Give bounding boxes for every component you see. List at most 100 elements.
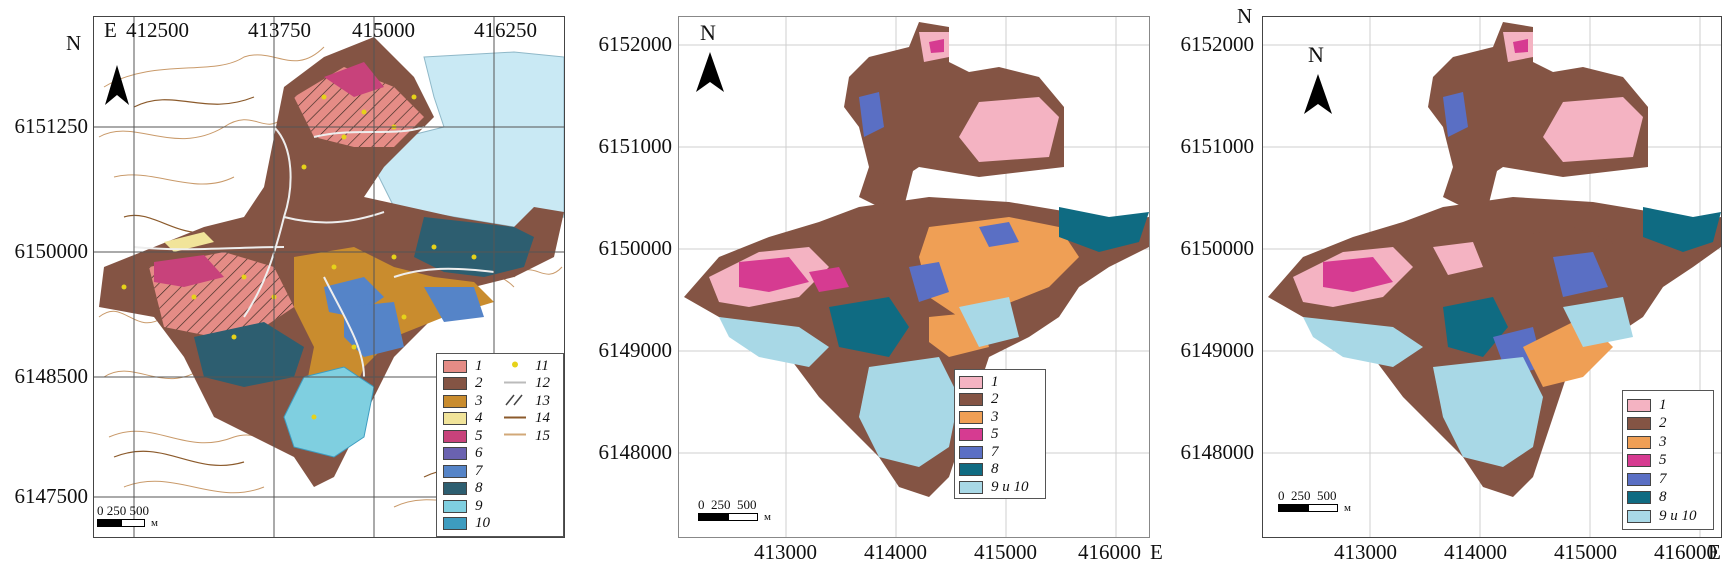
north-label: N — [1308, 42, 1324, 67]
north-arrow-icon: N — [1302, 42, 1334, 114]
legend-item: 10 — [443, 516, 490, 532]
x-tick-label: 416000 — [1078, 540, 1141, 564]
legend-label: 3 — [991, 408, 999, 425]
legend-label: 15 — [535, 427, 550, 444]
x-tick-label: 413750 — [248, 18, 311, 42]
region-9-10 — [719, 317, 829, 367]
y-tick-label: 6152000 — [1180, 32, 1255, 56]
legend-swatch — [959, 375, 983, 389]
legend-label: 2 — [1659, 415, 1667, 431]
legend-swatch — [959, 445, 983, 459]
y-tick-label: 6151000 — [1180, 134, 1255, 158]
legend-label: 1 — [991, 373, 999, 390]
scale-label: 250 — [106, 503, 127, 518]
legend-c: 1 2 3 5 7 8 9 и 10 — [1622, 390, 1714, 530]
region-8 — [1643, 207, 1721, 252]
legend-label: 1 — [1659, 396, 1667, 413]
legend-item: 5 — [443, 428, 483, 444]
x-tick-label: 416250 — [474, 18, 537, 42]
legend-label: 11 — [535, 357, 549, 374]
legend-item: 9 — [443, 498, 483, 514]
region-8 — [414, 217, 534, 277]
legend-item: 7 — [1627, 471, 1667, 487]
y-tick-label: 6147500 — [14, 484, 89, 508]
legend-item: 13 — [503, 393, 550, 409]
legend-label: 9 и 10 — [991, 478, 1029, 495]
legend-item: 2 — [1627, 416, 1667, 432]
legend-item: 1 — [959, 374, 999, 390]
legend-item: 9 и 10 — [959, 479, 1029, 495]
legend-label: 10 — [475, 515, 490, 531]
legend-swatch — [1627, 491, 1651, 504]
legend-label: 12 — [535, 375, 550, 391]
legend-swatch — [503, 412, 527, 425]
region-8 — [1059, 207, 1149, 252]
region-3 — [919, 217, 1079, 317]
legend-swatch — [1627, 417, 1651, 430]
scale-bar — [679, 450, 749, 482]
axis-x-letter-b: E — [1150, 540, 1163, 564]
x-tick-label: 412500 — [126, 18, 189, 42]
region-5 — [929, 39, 944, 53]
legend-item: 14 — [503, 411, 550, 427]
legend-item: 3 — [1627, 434, 1667, 450]
x-tick-label: 413000 — [754, 540, 817, 564]
legend-label: 9 — [475, 497, 483, 514]
scale-bar-segment — [698, 513, 728, 521]
map-c-canvas — [1263, 17, 1721, 537]
legend-label: 9 и 10 — [1659, 507, 1697, 524]
scale-label: 0 — [1278, 488, 1285, 503]
legend-swatch — [503, 430, 527, 443]
region-1 — [1543, 97, 1643, 162]
y-tick-label: 6152000 — [598, 32, 673, 56]
legend-item: 3 — [443, 393, 483, 409]
scale-bar: 0 250 500 м — [1278, 488, 1398, 520]
legend-swatch — [959, 480, 983, 494]
legend-swatch — [443, 464, 467, 478]
legend-item: 1 — [1627, 397, 1667, 413]
legend-swatch — [1627, 454, 1651, 467]
north-arrow-icon — [105, 65, 129, 105]
legend-item: 2 — [443, 376, 483, 392]
y-tick-label: 6150000 — [14, 239, 89, 263]
legend-label: 8 — [475, 480, 483, 496]
legend-swatch — [443, 394, 467, 408]
legend-item: 8 — [1627, 490, 1667, 506]
legend-swatch — [503, 394, 527, 408]
legend-swatch — [443, 412, 467, 425]
legend-label: 7 — [475, 462, 483, 479]
legend-label: 14 — [535, 410, 550, 426]
roads — [133, 126, 495, 378]
legend-item: 15 — [503, 428, 550, 444]
x-tick-label: 413000 — [1334, 540, 1397, 564]
scale-bar-segment — [121, 519, 145, 527]
region-5 — [1513, 39, 1528, 53]
axis-y-letter-a: N — [66, 31, 82, 55]
scale-unit: м — [151, 517, 158, 529]
legend-swatch — [443, 482, 467, 495]
legend-swatch — [959, 428, 983, 441]
legend-swatch — [443, 359, 467, 373]
region-7 — [1443, 92, 1468, 137]
scale-label: 500 — [737, 497, 757, 512]
legend-swatch — [959, 410, 983, 424]
scale-bar: 0 250 500 м — [97, 503, 217, 535]
legend-item: 2 — [959, 392, 999, 408]
map-panel-a: 0 250 500 м 1 2 3 4 5 6 7 8 9 10 11 12 13 14 15 — [93, 16, 565, 538]
y-tick-label: 6150000 — [1180, 236, 1255, 260]
y-tick-label: 6151000 — [598, 134, 673, 158]
legend-label: 8 — [1659, 489, 1667, 505]
legend-label: 4 — [475, 410, 483, 426]
x-tick-label: 416000 — [1654, 540, 1717, 564]
legend-item: 5 — [959, 427, 999, 443]
legend-swatch — [1627, 509, 1651, 523]
scale-unit: м — [1344, 502, 1351, 514]
axis-y-letter-c: N — [1237, 4, 1253, 28]
y-tick-label: 6149000 — [1180, 338, 1255, 362]
y-tick-label: 6150000 — [598, 236, 673, 260]
legend-label: 2 — [475, 375, 483, 391]
legend-item: 7 — [443, 463, 483, 479]
region-5 — [154, 255, 224, 287]
